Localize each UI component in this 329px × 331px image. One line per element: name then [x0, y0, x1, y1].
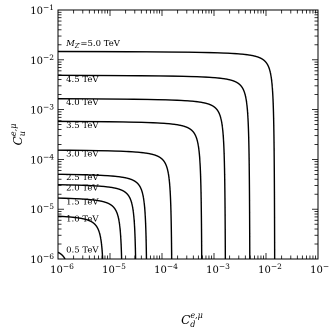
curve-label-8: 4.0 TeV — [66, 98, 99, 108]
curve-label-7: 3.5 TeV — [66, 121, 99, 131]
y-tick-label: 10−6 — [30, 252, 54, 266]
curve-10 — [57, 50, 276, 259]
y-tick-label: 10−4 — [30, 152, 54, 166]
curve-3 — [57, 197, 123, 260]
curve-1 — [57, 251, 66, 260]
y-tick-label: 10−2 — [30, 53, 54, 67]
x-tick-label: 10−4 — [154, 262, 178, 276]
y-tick-label: 10−3 — [30, 103, 54, 117]
x-tick-label: 10−1 — [310, 262, 329, 276]
y-axis-label: Cue,μ — [9, 124, 27, 146]
tick-labels: 10−6 10−5 10−4 10−3 10−2 10−1 10−6 10−5 10−4 10−3… — [30, 3, 329, 276]
curve-label-10: MZ′=5.0 TeV — [65, 39, 121, 50]
x-axis-label: Cde,μ — [181, 311, 203, 329]
y-axis-label-group: Cue,μ — [9, 124, 27, 146]
y-tick-label: 10−5 — [30, 202, 54, 216]
curve-label-2: 1.0 TeV — [66, 215, 99, 225]
x-tick-label: 10−3 — [206, 262, 230, 276]
x-tick-label: 10−5 — [102, 262, 126, 276]
curve-label-1: 0.5 TeV — [66, 246, 99, 256]
curve-9 — [57, 74, 251, 259]
curves — [57, 50, 276, 260]
curve-7 — [57, 120, 203, 260]
curve-4 — [57, 183, 137, 259]
curve-5 — [57, 173, 148, 260]
y-tick-label: 10−1 — [30, 3, 54, 17]
axis-labels: Cde,μ Cue,μ — [9, 124, 203, 329]
plot-frame — [57, 9, 319, 260]
curve-2 — [57, 215, 104, 260]
curve-label-9: 4.5 TeV — [66, 75, 99, 85]
curve-label-6: 3.0 TeV — [66, 149, 99, 159]
curve-label-3: 1.5 TeV — [66, 197, 99, 207]
x-tick-label: 10−6 — [50, 262, 74, 276]
curve-8 — [57, 98, 227, 259]
curve-label-4: 2.0 TeV — [66, 183, 99, 193]
curve-label-5: 2.5 TeV — [66, 173, 99, 183]
x-tick-label: 10−2 — [258, 262, 282, 276]
curve-6 — [57, 149, 173, 259]
